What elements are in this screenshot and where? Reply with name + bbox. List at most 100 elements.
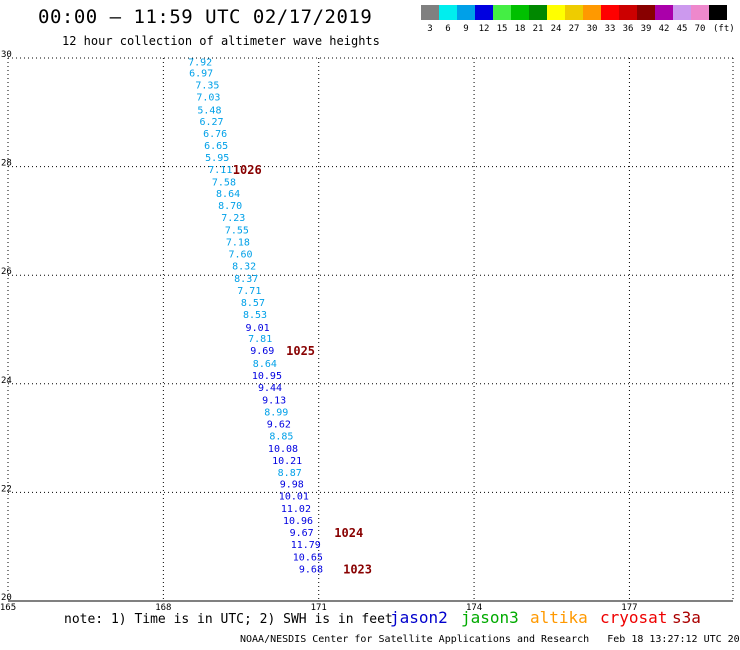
legend-swatch xyxy=(637,5,655,20)
wave-height-point: 10.21 xyxy=(272,456,302,467)
legend-label: 21 xyxy=(532,24,544,34)
legend-swatch xyxy=(457,5,475,20)
legend-swatch xyxy=(475,5,493,20)
wave-height-point: 9.13 xyxy=(262,396,286,407)
wave-height-point: 9.69 xyxy=(250,346,274,357)
satellite-cryosat: cryosat xyxy=(600,608,668,627)
wave-height-point: 10.08 xyxy=(268,444,298,455)
legend-label: 6 xyxy=(445,24,451,34)
wave-height-point: 7.92 xyxy=(188,57,212,68)
wave-height-point: 8.64 xyxy=(216,189,240,200)
legend-label: 3 xyxy=(427,24,433,34)
wave-height-point: 9.68 xyxy=(299,564,323,575)
legend-label: 12 xyxy=(478,24,490,34)
wave-height-point: 7.60 xyxy=(228,249,252,260)
wave-height-point: 10.01 xyxy=(279,492,309,503)
legend-unit: (ft) xyxy=(713,24,735,34)
wave-height-point: 7.55 xyxy=(225,226,249,237)
legend-label: 27 xyxy=(568,24,580,34)
legend-swatch xyxy=(493,5,511,20)
legend-swatch xyxy=(673,5,691,20)
wave-height-point: 10.95 xyxy=(252,371,282,382)
legend-swatch xyxy=(439,5,457,20)
legend-label: 36 xyxy=(622,24,634,34)
legend-label: 24 xyxy=(550,24,562,34)
wave-height-point: 9.62 xyxy=(267,419,291,430)
legend-label: 9 xyxy=(463,24,469,34)
wave-height-point: 8.57 xyxy=(241,298,265,309)
wave-height-point: 8.37 xyxy=(234,274,258,285)
wave-height-point: 8.64 xyxy=(253,359,277,370)
wave-height-point: 6.65 xyxy=(204,141,228,152)
legend-swatch xyxy=(655,5,673,20)
legend-swatch xyxy=(565,5,583,20)
wave-height-point: 7.71 xyxy=(237,286,261,297)
legend-label: 15 xyxy=(496,24,508,34)
legend-label: 70 xyxy=(694,24,706,34)
legend-swatch xyxy=(583,5,601,20)
lon-tick-label: 168 xyxy=(155,603,171,613)
legend-swatch xyxy=(529,5,547,20)
wave-height-point: 7.11 xyxy=(208,165,232,176)
satellite-jason2: jason2 xyxy=(390,608,448,627)
lat-tick-label: 24 xyxy=(1,376,12,386)
legend-swatch xyxy=(709,5,727,20)
wave-height-point: 8.53 xyxy=(243,310,267,321)
wave-height-point: 9.67 xyxy=(290,528,314,539)
map-subtitle: 12 hour collection of altimeter wave hei… xyxy=(62,34,380,48)
wave-height-point: 6.76 xyxy=(203,129,227,140)
legend-swatch xyxy=(691,5,709,20)
legend-label: 45 xyxy=(676,24,688,34)
wave-height-point: 10.96 xyxy=(283,516,313,527)
lat-tick-label: 22 xyxy=(1,484,12,494)
footer-note: note: 1) Time is in UTC; 2) SWH is in fe… xyxy=(64,612,393,627)
map-title: 00:00 – 11:59 UTC 02/17/2019 xyxy=(38,6,373,28)
lon-tick-label: 174 xyxy=(466,603,482,613)
pressure-label: 1023 xyxy=(343,562,372,576)
wave-height-point: 8.99 xyxy=(264,407,288,418)
lon-tick-label: 171 xyxy=(311,603,327,613)
wave-height-point: 11.79 xyxy=(291,540,321,551)
legend-swatch xyxy=(601,5,619,20)
wave-height-point: 7.03 xyxy=(196,93,220,104)
pressure-label: 1024 xyxy=(334,526,363,540)
wave-height-point: 8.87 xyxy=(278,468,302,479)
wave-height-point: 6.27 xyxy=(199,117,223,128)
satellite-s3a: s3a xyxy=(672,608,701,627)
wave-height-point: 7.18 xyxy=(226,238,250,249)
legend-label: 39 xyxy=(640,24,652,34)
lon-tick-label: 165 xyxy=(0,603,16,613)
legend-label: 33 xyxy=(604,24,616,34)
wave-height-point: 9.98 xyxy=(280,480,304,491)
wave-height-point: 9.01 xyxy=(246,323,270,334)
lat-tick-label: 20 xyxy=(1,593,12,603)
legend-label: 42 xyxy=(658,24,670,34)
lon-tick-label: 177 xyxy=(621,603,637,613)
wave-height-point: 5.48 xyxy=(197,106,221,117)
lat-tick-label: 26 xyxy=(1,267,12,277)
wave-height-point: 8.85 xyxy=(269,431,293,442)
lat-tick-label: 30 xyxy=(1,50,12,60)
wave-height-point: 5.95 xyxy=(205,153,229,164)
credit-line: NOAA/NESDIS Center for Satellite Applica… xyxy=(240,634,740,645)
wave-height-point: 6.97 xyxy=(189,69,213,80)
wave-height-point: 8.32 xyxy=(232,261,256,272)
legend-swatch xyxy=(421,5,439,20)
legend-label: 18 xyxy=(514,24,526,34)
wave-height-point: 9.44 xyxy=(258,383,282,394)
wave-height-point: 11.02 xyxy=(281,504,311,515)
legend-swatch xyxy=(619,5,637,20)
legend-swatch xyxy=(511,5,529,20)
wave-height-point: 7.58 xyxy=(212,177,236,188)
legend-swatch xyxy=(547,5,565,20)
satellite-altika: altika xyxy=(530,608,588,627)
satellite-jason3: jason3 xyxy=(461,608,519,627)
wave-height-point: 7.23 xyxy=(221,213,245,224)
wave-height-point: 7.81 xyxy=(248,334,272,345)
wave-height-point: 10.65 xyxy=(293,552,323,563)
lat-tick-label: 28 xyxy=(1,159,12,169)
legend-label: 30 xyxy=(586,24,598,34)
wave-height-point: 8.70 xyxy=(218,201,242,212)
pressure-label: 1025 xyxy=(286,344,315,358)
